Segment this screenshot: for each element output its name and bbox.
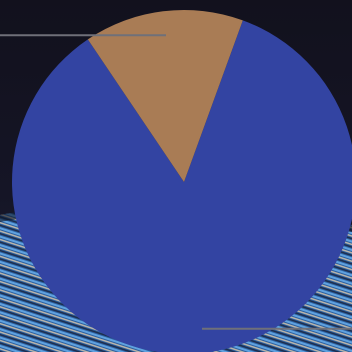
leader-lines xyxy=(0,34,352,330)
pie-slice-0 xyxy=(12,20,352,352)
pie-slice-1 xyxy=(87,9,243,182)
pie-slices xyxy=(12,9,352,352)
